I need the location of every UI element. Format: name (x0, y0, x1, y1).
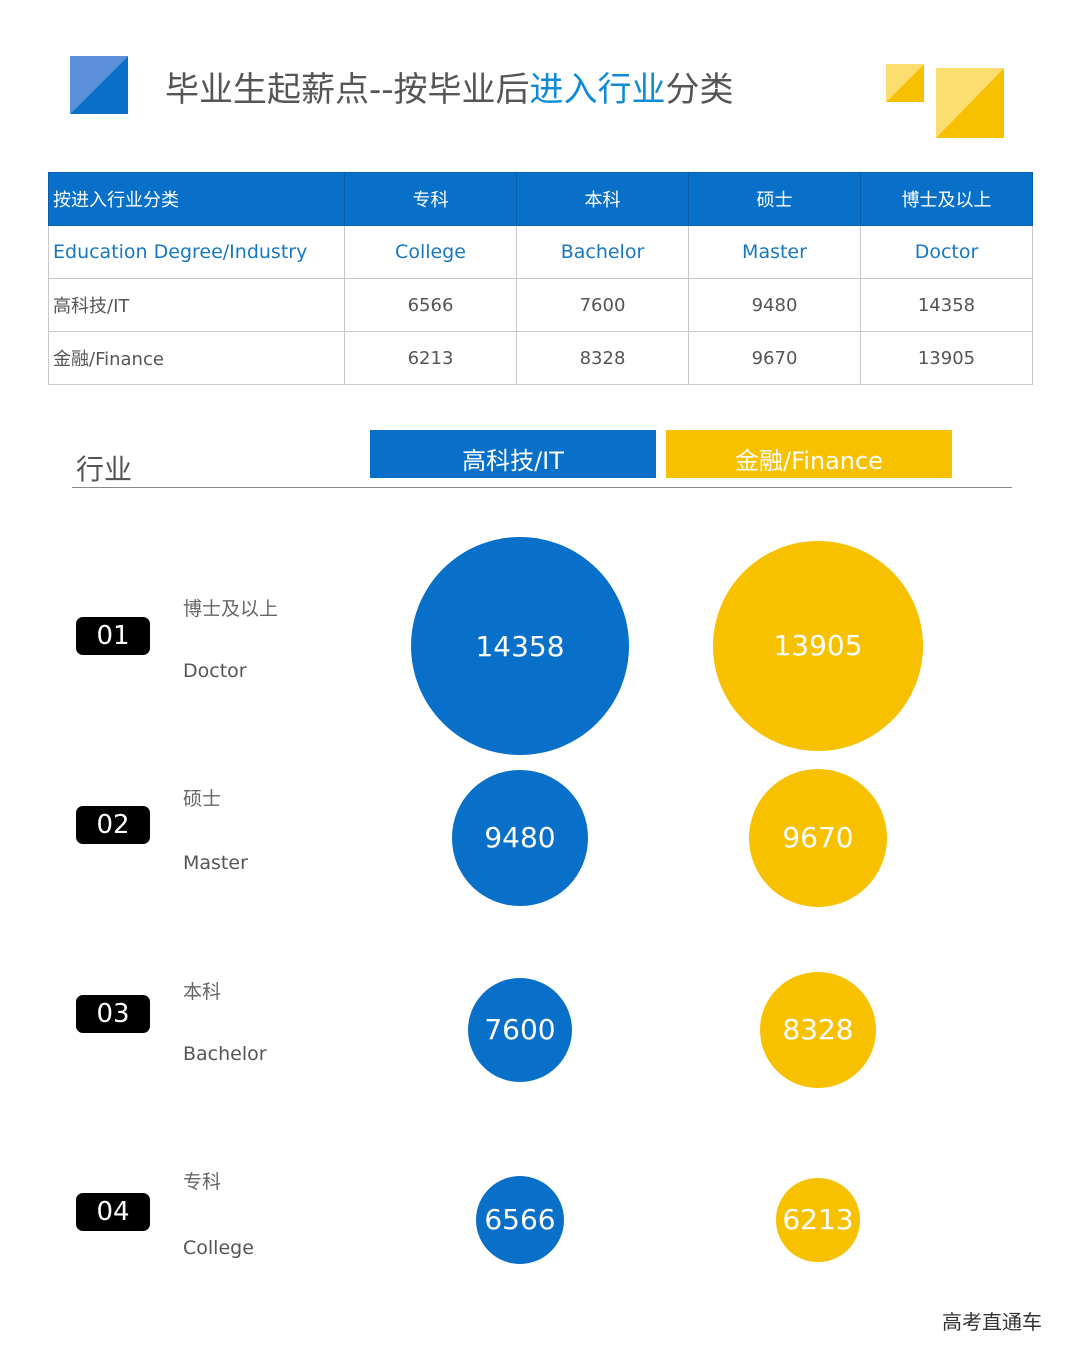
table-subheader-row: Education Degree/Industry College Bachel… (48, 225, 1033, 279)
table-subheader-cell: Education Degree/Industry (48, 225, 345, 279)
bubble-it: 6566 (475, 1175, 565, 1265)
bubble-it: 14358 (411, 537, 629, 755)
table-cell: 高科技/IT (48, 278, 345, 332)
salary-table: 按进入行业分类 专科 本科 硕士 博士及以上 Education Degree/… (48, 172, 1033, 385)
row-number-badge: 03 (76, 995, 150, 1033)
table-row: 高科技/IT 6566 7600 9480 14358 (48, 278, 1033, 332)
row-degree-en: Bachelor (183, 1043, 267, 1065)
table-header-cell: 按进入行业分类 (48, 172, 345, 226)
table-subheader-cell: Doctor (860, 225, 1033, 279)
table-cell: 8328 (516, 331, 689, 385)
table-cell: 13905 (860, 331, 1033, 385)
table-cell: 7600 (516, 278, 689, 332)
table-subheader-cell: Master (688, 225, 861, 279)
row-number-badge: 01 (76, 617, 150, 655)
row-number-badge: 04 (76, 1193, 150, 1231)
table-cell: 14358 (860, 278, 1033, 332)
bubble-finance: 9670 (748, 768, 888, 908)
row-degree-cn: 专科 (183, 1171, 222, 1193)
row-degree-cn: 本科 (183, 981, 222, 1003)
table-subheader-cell: Bachelor (516, 225, 689, 279)
legend-divider (72, 487, 1012, 488)
legend-it: 高科技/IT (370, 430, 656, 478)
table-header-cell: 专科 (344, 172, 517, 226)
legend-finance: 金融/Finance (666, 430, 952, 478)
table-header-cell: 博士及以上 (860, 172, 1033, 226)
page-title: 毕业生起薪点--按毕业后进入行业分类 (165, 70, 734, 110)
row-degree-cn: 硕士 (183, 788, 222, 810)
table-cell: 9670 (688, 331, 861, 385)
table-header-cell: 硕士 (688, 172, 861, 226)
bubble-it: 9480 (452, 770, 588, 906)
row-number-badge: 02 (76, 806, 150, 844)
table-subheader-cell: College (344, 225, 517, 279)
logo-square-icon (70, 56, 128, 114)
bubble-finance: 6213 (776, 1178, 860, 1262)
table-header-row: 按进入行业分类 专科 本科 硕士 博士及以上 (48, 172, 1033, 226)
row-degree-en: College (183, 1237, 254, 1259)
table-cell: 6213 (344, 331, 517, 385)
table-cell: 金融/Finance (48, 331, 345, 385)
industry-axis-label: 行业 (76, 453, 133, 486)
bubble-finance: 8328 (759, 971, 877, 1089)
row-degree-en: Doctor (183, 660, 247, 682)
bubble-finance: 13905 (712, 540, 924, 752)
decorative-squares-icon (886, 64, 1004, 138)
table-cell: 6566 (344, 278, 517, 332)
row-degree-en: Master (183, 852, 248, 874)
row-degree-cn: 博士及以上 (183, 598, 279, 620)
bubble-it: 7600 (467, 977, 573, 1083)
table-row: 金融/Finance 6213 8328 9670 13905 (48, 331, 1033, 385)
table-header-cell: 本科 (516, 172, 689, 226)
table-cell: 9480 (688, 278, 861, 332)
watermark: 高考直通车 (942, 1310, 1042, 1334)
